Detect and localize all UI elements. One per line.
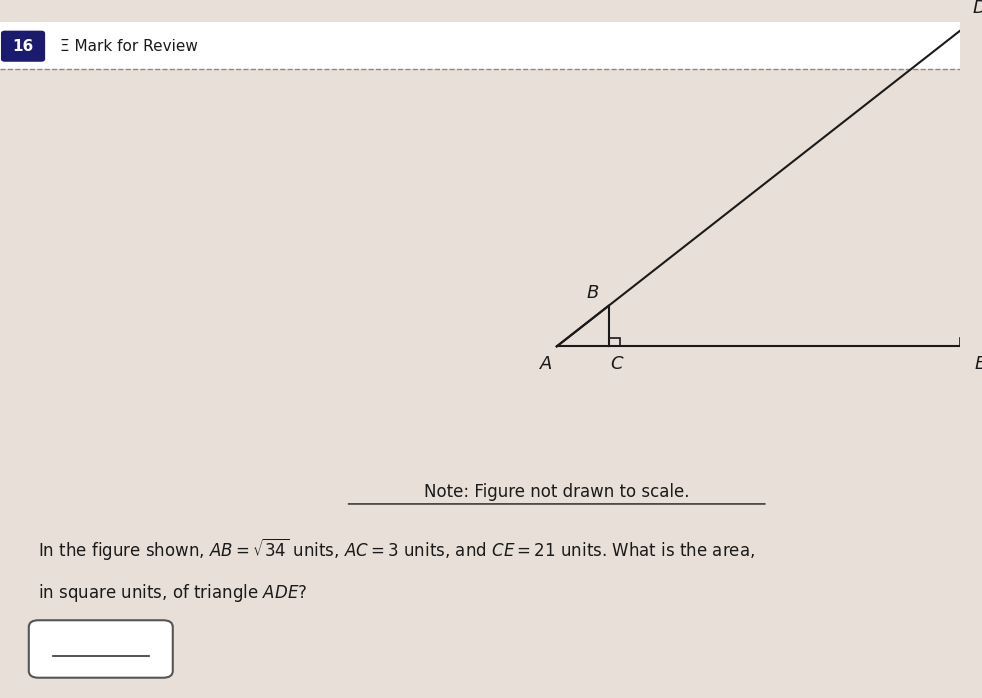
Text: A: A xyxy=(540,355,553,373)
Text: E: E xyxy=(974,355,982,373)
Text: Ξ Mark for Review: Ξ Mark for Review xyxy=(61,38,198,54)
FancyBboxPatch shape xyxy=(28,621,173,678)
Bar xyxy=(0,22,959,69)
Text: C: C xyxy=(610,355,623,373)
Text: 16: 16 xyxy=(13,38,33,54)
Text: Note: Figure not drawn to scale.: Note: Figure not drawn to scale. xyxy=(424,483,689,500)
Bar xyxy=(959,339,971,346)
Text: B: B xyxy=(587,285,599,302)
Text: in square units, of triangle $ADE$?: in square units, of triangle $ADE$? xyxy=(38,582,307,604)
Text: In the figure shown, $AB = \sqrt{34}$ units, $AC = 3$ units, and $CE = 21$ units: In the figure shown, $AB = \sqrt{34}$ un… xyxy=(38,536,755,563)
FancyBboxPatch shape xyxy=(1,31,45,61)
Bar xyxy=(609,339,620,346)
Text: D: D xyxy=(972,0,982,17)
